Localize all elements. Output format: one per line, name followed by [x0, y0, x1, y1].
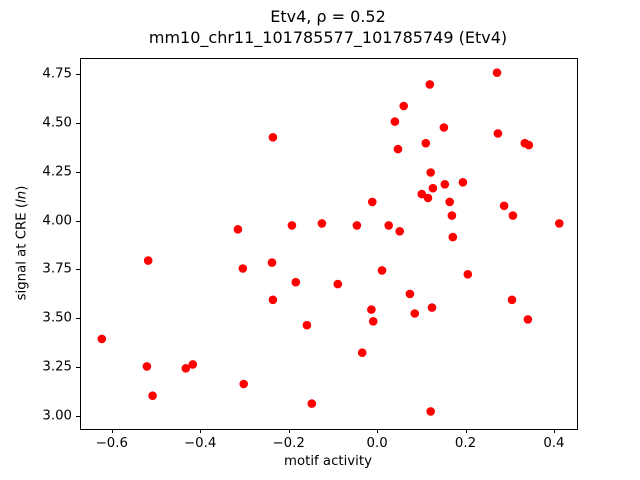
data-point	[463, 270, 473, 279]
y-tick-mark	[76, 122, 80, 124]
x-tick-mark	[288, 429, 290, 433]
data-point	[267, 258, 277, 267]
data-point	[367, 305, 376, 314]
data-point	[395, 227, 405, 236]
data-point	[508, 211, 518, 220]
y-axis-label-suffix: )	[14, 185, 30, 191]
y-tick-label: 3.25	[42, 359, 72, 375]
data-point	[287, 221, 297, 230]
data-point	[352, 221, 362, 230]
plot-area	[80, 58, 578, 430]
data-point	[291, 277, 301, 287]
y-tick-label: 4.00	[42, 213, 72, 228]
x-tick-mark	[465, 429, 467, 433]
data-point	[410, 309, 420, 318]
data-point	[417, 189, 427, 199]
data-point	[448, 232, 458, 242]
y-tick-label: 4.25	[42, 164, 72, 179]
x-tick-mark	[200, 429, 202, 433]
data-point	[238, 264, 248, 273]
data-point	[428, 183, 438, 193]
data-point	[426, 168, 436, 177]
data-point	[524, 140, 534, 150]
data-point	[458, 178, 468, 187]
data-point	[307, 399, 317, 408]
chart-title: Etv4, ρ = 0.52 mm10_chr11_101785577_1017…	[80, 7, 576, 49]
y-tick-label: 4.50	[42, 115, 72, 131]
x-tick-label: −0.6	[95, 436, 128, 451]
data-point	[233, 225, 243, 234]
y-tick-label: 3.75	[42, 261, 72, 277]
scatter-plot	[97, 68, 564, 416]
data-point	[148, 391, 157, 401]
data-point	[426, 407, 436, 416]
x-axis-label: motif activity	[284, 454, 372, 469]
y-tick-label: 4.75	[42, 66, 72, 82]
data-point	[268, 295, 278, 305]
data-point	[142, 362, 152, 371]
y-tick-mark	[76, 171, 80, 173]
x-tick-label: −0.4	[184, 436, 217, 451]
data-point	[507, 295, 517, 305]
chart-title-line2: mm10_chr11_101785577_101785749 (Etv4)	[148, 27, 508, 47]
data-point	[97, 334, 107, 344]
data-point	[143, 256, 153, 265]
data-point	[425, 80, 435, 89]
x-tick-mark	[377, 429, 379, 433]
data-point	[499, 201, 509, 211]
data-point	[384, 221, 394, 230]
y-tick-label: 3.50	[42, 310, 72, 326]
y-axis-label-prefix: signal at CRE (	[14, 202, 30, 301]
data-point	[368, 197, 377, 207]
data-point	[333, 279, 343, 289]
data-point	[399, 101, 409, 111]
y-tick-mark	[76, 73, 80, 75]
data-point	[393, 144, 403, 154]
x-tick-label: 0.0	[366, 436, 388, 451]
data-point	[492, 68, 502, 77]
data-point	[427, 303, 437, 312]
data-point	[368, 317, 378, 326]
data-point	[377, 266, 387, 275]
data-point	[317, 219, 327, 228]
y-axis-label: signal at CRE (ln)	[15, 186, 30, 301]
data-point	[188, 360, 198, 369]
data-point	[239, 379, 248, 389]
data-point	[390, 117, 400, 126]
data-point	[523, 315, 533, 324]
data-point	[357, 348, 367, 358]
data-point	[445, 197, 455, 207]
data-point	[440, 180, 450, 189]
data-point	[421, 138, 431, 148]
y-tick-mark	[76, 269, 80, 271]
x-tick-label: 0.4	[543, 436, 565, 451]
x-tick-label: 0.2	[454, 436, 477, 451]
data-point	[439, 123, 449, 132]
chart-title-line1: Etv4, ρ = 0.52	[270, 7, 386, 26]
y-tick-label: 3.00	[42, 408, 72, 424]
x-tick-mark	[111, 429, 113, 433]
x-tick-label: −0.2	[272, 436, 305, 451]
x-tick-mark	[553, 429, 555, 433]
y-axis-label-italic: ln	[14, 190, 30, 203]
data-point	[302, 320, 312, 330]
y-tick-mark	[76, 318, 80, 320]
data-point	[181, 364, 191, 373]
y-tick-mark	[76, 416, 80, 418]
y-tick-mark	[76, 367, 80, 369]
y-tick-mark	[76, 220, 80, 222]
data-point	[405, 289, 415, 299]
data-point	[493, 129, 503, 138]
data-point	[447, 211, 457, 220]
data-point	[555, 219, 564, 228]
data-point	[268, 133, 278, 142]
data-point	[423, 193, 433, 203]
